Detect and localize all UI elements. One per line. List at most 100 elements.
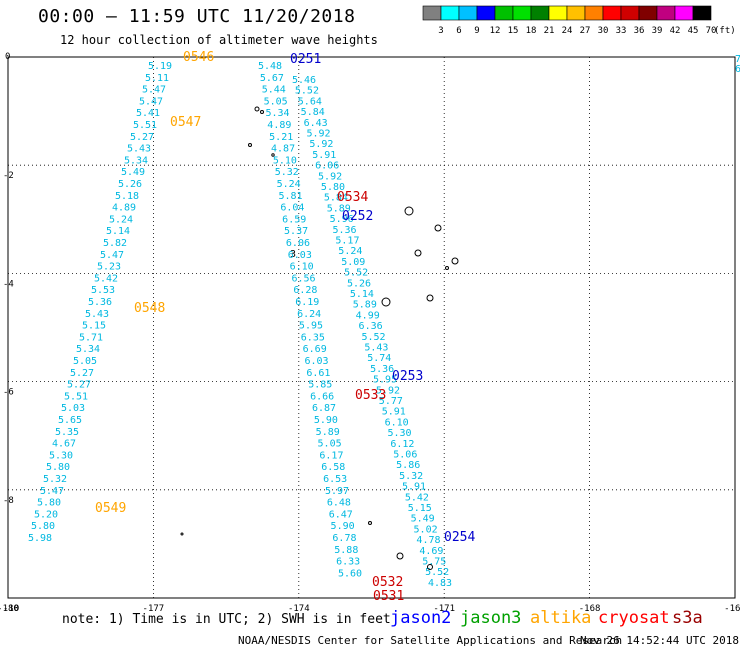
x-tick-label: -165 (724, 604, 740, 614)
wave-height-value: 5.18 (115, 191, 139, 202)
wave-height-value: 6.69 (303, 344, 327, 355)
wave-height-value: 6.58 (321, 462, 345, 473)
wave-height-value: 5.32 (275, 167, 299, 178)
wave-height-value: 4.69 (419, 546, 443, 557)
wave-height-value: 6.06 (286, 238, 310, 249)
wave-height-value: 5.49 (411, 514, 435, 525)
wave-height-value: 5.43 (85, 309, 109, 320)
wave-height-value: 5.42 (405, 492, 429, 503)
wave-height-value: 5.27 (70, 368, 94, 379)
wave-height-value: 6.17 (319, 450, 343, 461)
pass-time-label: 0531 (373, 589, 404, 604)
wave-height-value: 5.52 (295, 86, 319, 97)
colorbar-swatch (692, 5, 712, 21)
pass-time-label: 0549 (95, 501, 126, 516)
wave-height-value: 5.02 (414, 524, 438, 535)
wave-height-value: 6.28 (293, 285, 317, 296)
wave-height-value: 5.74 (367, 353, 391, 364)
island-outline (445, 266, 449, 270)
colorbar-unit: (ft) (714, 26, 734, 36)
wave-height-value: 5.51 (64, 391, 88, 402)
wave-height-value: 6.56 (291, 273, 315, 284)
island-outline (248, 143, 252, 147)
island-outline (434, 224, 442, 232)
y-tick-label: -4 (3, 279, 14, 289)
wave-height-value: 6.24 (297, 309, 321, 320)
wave-height-value: 5.90 (314, 415, 338, 426)
wave-height-value: 5.60 (338, 568, 362, 579)
island-outline (368, 521, 372, 525)
wave-height-value: 5.85 (308, 380, 332, 391)
island-outline (427, 564, 433, 570)
wave-height-value: 6.66 (310, 391, 334, 402)
wave-height-value: 5.64 (298, 96, 322, 107)
wave-height-value: 5.26 (118, 179, 142, 190)
wave-height-value: 5.11 (145, 73, 169, 84)
wave-height-value: 5.20 (34, 509, 58, 520)
x-tick-label: -171 (433, 604, 455, 614)
x-tick-label: -168 (579, 604, 601, 614)
y-tick-label: 0 (5, 52, 10, 62)
island-outline (180, 532, 184, 536)
wave-height-value: 5.89 (353, 300, 377, 311)
satellite-legend-jason2: jason2 (390, 608, 452, 628)
colorbar-tick-label: 45 (688, 26, 699, 36)
colorbar-tick-label: 9 (474, 26, 479, 36)
edge-label: 3 (290, 249, 296, 260)
island-outline (260, 110, 264, 114)
map-subtitle: 12 hour collection of altimeter wave hei… (60, 33, 378, 47)
edge-label: 6 (735, 64, 740, 75)
track-jason2: 5.485.675.445.055.344.895.214.875.105.32… (258, 61, 362, 579)
pass-time-label: 0253 (392, 369, 423, 384)
wave-height-value: 5.44 (262, 85, 286, 96)
satellite-legend-jason3: jason3 (460, 608, 522, 628)
wave-height-value: 5.34 (76, 344, 100, 355)
colorbar-tick-label: 30 (598, 26, 609, 36)
wave-height-value: 4.87 (271, 144, 295, 155)
wave-height-value: 5.49 (121, 167, 145, 178)
wave-height-value: 5.92 (306, 129, 330, 140)
y-tick-label: -8 (3, 496, 14, 506)
wave-height-value: 6.03 (305, 356, 329, 367)
wave-height-value: 5.86 (396, 460, 420, 471)
wave-height-value: 5.30 (387, 428, 411, 439)
pass-time-label: 0532 (372, 575, 403, 590)
pass-time-label: 0547 (170, 115, 201, 130)
wave-height-value: 5.91 (312, 150, 336, 161)
island-outline (271, 153, 275, 157)
wave-height-value: 5.43 (364, 343, 388, 354)
wave-height-value: 5.80 (31, 521, 55, 532)
wave-height-value: 5.24 (109, 214, 133, 225)
wave-height-value: 6.87 (312, 403, 336, 414)
y-tick-label: -6 (3, 388, 14, 398)
pass-time-label: 0533 (355, 388, 386, 403)
wave-height-value: 5.47 (142, 85, 166, 96)
wave-height-value: 4.99 (356, 310, 380, 321)
wave-height-value: 5.47 (139, 96, 163, 107)
track-jason2b: 5.465.525.645.846.435.925.925.916.065.92… (292, 75, 452, 589)
colorbar-tick-label: 33 (616, 26, 627, 36)
wave-height-value: 5.27 (67, 380, 91, 391)
x-tick-label: -177 (143, 604, 165, 614)
wave-height-value: 5.80 (321, 182, 345, 193)
wave-height-value: 5.89 (327, 203, 351, 214)
wave-height-value: 5.88 (334, 545, 358, 556)
wave-height-value: 4.83 (428, 578, 452, 589)
wave-height-value: 6.19 (295, 297, 319, 308)
colorbar-tick-label: 18 (526, 26, 537, 36)
colorbar-tick-label: 36 (634, 26, 645, 36)
wave-height-value: 6.43 (304, 118, 328, 129)
wave-height-value: 5.32 (399, 471, 423, 482)
wave-height-value: 6.33 (336, 557, 360, 568)
wave-height-value: 4.67 (52, 439, 76, 450)
wave-height-value: 5.92 (309, 139, 333, 150)
wave-height-value: 6.59 (282, 214, 306, 225)
wave-height-value: 5.14 (350, 289, 374, 300)
wave-height-value: 5.52 (425, 567, 449, 578)
wave-height-value: 4.89 (112, 203, 136, 214)
wave-height-value: 6.04 (280, 203, 304, 214)
wave-height-value: 5.19 (148, 61, 172, 72)
wave-height-value: 6.12 (390, 439, 414, 450)
wave-height-value: 5.52 (361, 332, 385, 343)
